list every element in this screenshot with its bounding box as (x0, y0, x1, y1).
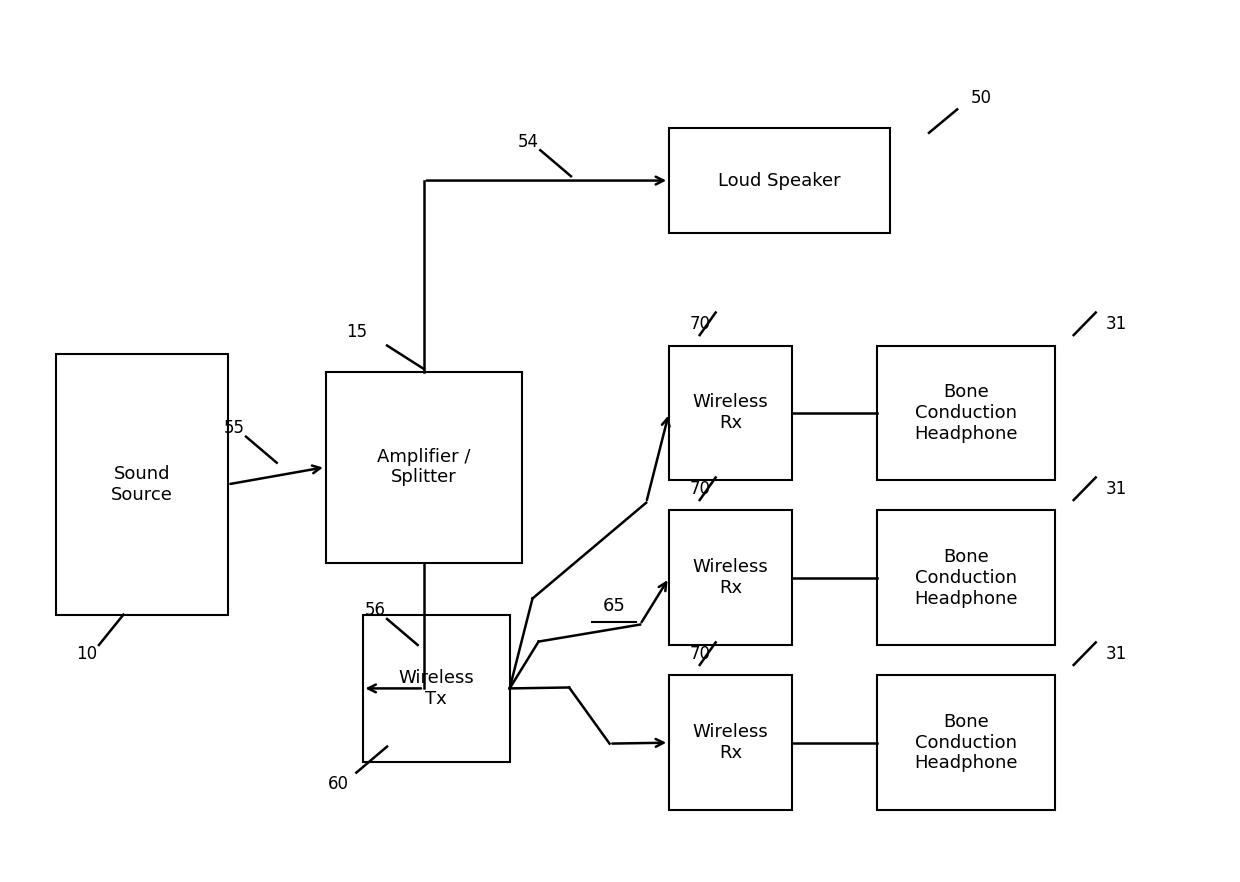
FancyBboxPatch shape (362, 615, 510, 762)
FancyBboxPatch shape (670, 129, 890, 233)
Text: 50: 50 (971, 89, 992, 107)
Text: 65: 65 (603, 597, 625, 615)
Text: 31: 31 (1106, 645, 1127, 662)
Text: 60: 60 (327, 775, 348, 793)
Text: 70: 70 (689, 645, 711, 662)
Text: 56: 56 (365, 602, 386, 619)
Text: Bone
Conduction
Headphone: Bone Conduction Headphone (915, 383, 1018, 443)
FancyBboxPatch shape (878, 511, 1055, 645)
Text: 15: 15 (346, 324, 367, 341)
Text: Bone
Conduction
Headphone: Bone Conduction Headphone (915, 548, 1018, 608)
FancyBboxPatch shape (878, 346, 1055, 480)
Text: Wireless
Tx: Wireless Tx (398, 669, 474, 708)
FancyBboxPatch shape (326, 371, 522, 563)
FancyBboxPatch shape (670, 346, 791, 480)
Text: 10: 10 (76, 645, 97, 662)
FancyBboxPatch shape (56, 355, 228, 615)
Text: 70: 70 (689, 315, 711, 333)
FancyBboxPatch shape (878, 676, 1055, 810)
FancyBboxPatch shape (670, 676, 791, 810)
Text: 70: 70 (689, 480, 711, 497)
Text: 31: 31 (1106, 480, 1127, 497)
Text: 55: 55 (223, 419, 244, 437)
Text: Amplifier /
Splitter: Amplifier / Splitter (377, 448, 470, 487)
Text: 54: 54 (517, 132, 538, 151)
FancyBboxPatch shape (670, 511, 791, 645)
Text: Wireless
Rx: Wireless Rx (692, 393, 769, 432)
Text: Wireless
Rx: Wireless Rx (692, 558, 769, 597)
Text: 31: 31 (1106, 315, 1127, 333)
Text: Bone
Conduction
Headphone: Bone Conduction Headphone (915, 713, 1018, 773)
Text: Sound
Source: Sound Source (110, 465, 172, 504)
Text: Loud Speaker: Loud Speaker (718, 172, 841, 190)
Text: Wireless
Rx: Wireless Rx (692, 723, 769, 762)
